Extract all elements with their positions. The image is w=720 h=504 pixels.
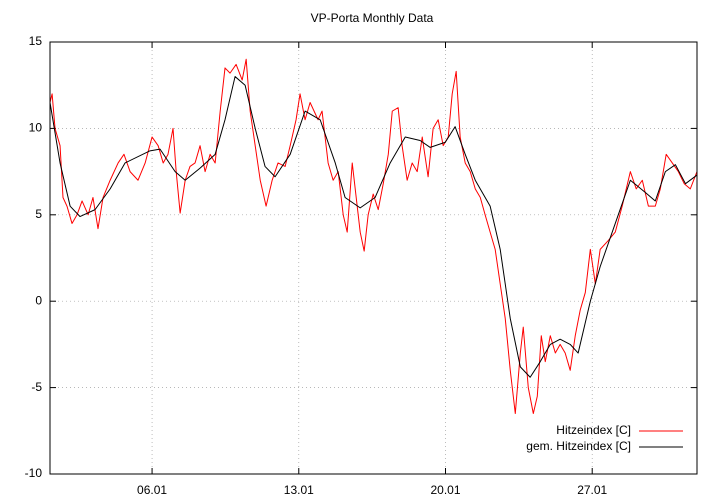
x-tick-label: 13.01 [284,483,314,497]
series-line [49,58,698,415]
y-tick-label: -10 [25,466,43,480]
y-tick-label: 10 [29,121,43,135]
y-tick-label: 0 [35,293,42,307]
legend-label: Hitzeindex [C] [556,423,631,437]
plot-border [49,41,698,475]
legend-label: gem. Hitzeindex [C] [526,439,631,453]
y-tick-label: -5 [31,380,42,394]
x-tick-label: 20.01 [430,483,460,497]
y-tick-label: 15 [29,34,43,48]
y-tick-label: 5 [35,207,42,221]
series-line [49,76,698,378]
x-tick-label: 06.01 [137,483,167,497]
x-tick-label: 27.01 [577,483,607,497]
chart-title: VP-Porta Monthly Data [311,11,434,25]
